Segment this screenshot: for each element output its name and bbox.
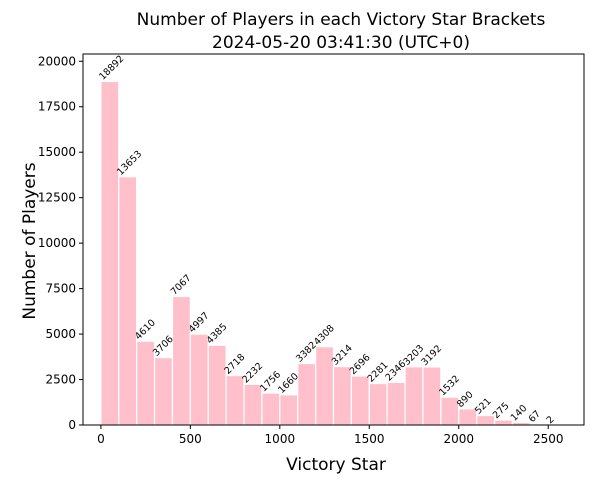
y-tick-label: 5000 bbox=[45, 327, 76, 341]
bar bbox=[261, 392, 281, 426]
bar bbox=[350, 375, 370, 426]
bar bbox=[171, 295, 191, 426]
bar bbox=[476, 414, 496, 426]
x-tick-label: 1000 bbox=[265, 432, 296, 446]
bar bbox=[458, 408, 478, 426]
bar bbox=[422, 366, 442, 426]
bar-value-label: 18892 bbox=[97, 53, 126, 82]
y-tick-label: 12500 bbox=[38, 191, 76, 205]
bar bbox=[189, 333, 209, 426]
y-tick-label: 2500 bbox=[45, 373, 76, 387]
bars-layer bbox=[100, 80, 567, 426]
x-tick-label: 2500 bbox=[533, 432, 564, 446]
bar bbox=[368, 382, 388, 426]
bar bbox=[279, 394, 299, 426]
y-tick-label: 17500 bbox=[38, 100, 76, 114]
y-tick-label: 20000 bbox=[38, 54, 76, 68]
bar bbox=[136, 340, 156, 426]
bar bbox=[404, 366, 424, 426]
chart-subtitle: 2024-05-20 03:41:30 (UTC+0) bbox=[212, 33, 470, 53]
y-tick-label: 0 bbox=[68, 418, 76, 432]
x-tick-label: 2000 bbox=[443, 432, 474, 446]
bar-value-label: 13653 bbox=[115, 149, 144, 178]
bar bbox=[243, 383, 263, 426]
y-tick-label: 7500 bbox=[45, 282, 76, 296]
bar-value-label: 3192 bbox=[419, 343, 444, 368]
ticks-layer: 0 500 1000 1500 2000 2500 0 2500 5000 7500 10000 12… bbox=[38, 54, 564, 446]
bar bbox=[332, 365, 352, 426]
bar bbox=[225, 374, 245, 426]
y-tick-label: 10000 bbox=[38, 236, 76, 250]
chart-title: Number of Players in each Victory Star B… bbox=[137, 10, 546, 30]
bar bbox=[100, 80, 120, 426]
bar bbox=[207, 344, 227, 426]
x-tick-label: 0 bbox=[97, 432, 105, 446]
bar bbox=[297, 362, 317, 426]
y-tick-label: 15000 bbox=[38, 145, 76, 159]
bar-value-label: 7067 bbox=[169, 273, 194, 298]
bar-value-label: 4308 bbox=[312, 323, 337, 348]
x-axis-label: Victory Star bbox=[286, 455, 386, 475]
y-axis-label: Number of Players bbox=[20, 162, 40, 319]
bar bbox=[386, 381, 406, 426]
bar bbox=[153, 357, 174, 426]
x-tick-label: 500 bbox=[179, 432, 202, 446]
x-tick-label: 1500 bbox=[354, 432, 385, 446]
bar-value-label: 4385 bbox=[205, 321, 230, 346]
plot-frame bbox=[82, 53, 585, 426]
bar bbox=[118, 176, 138, 426]
